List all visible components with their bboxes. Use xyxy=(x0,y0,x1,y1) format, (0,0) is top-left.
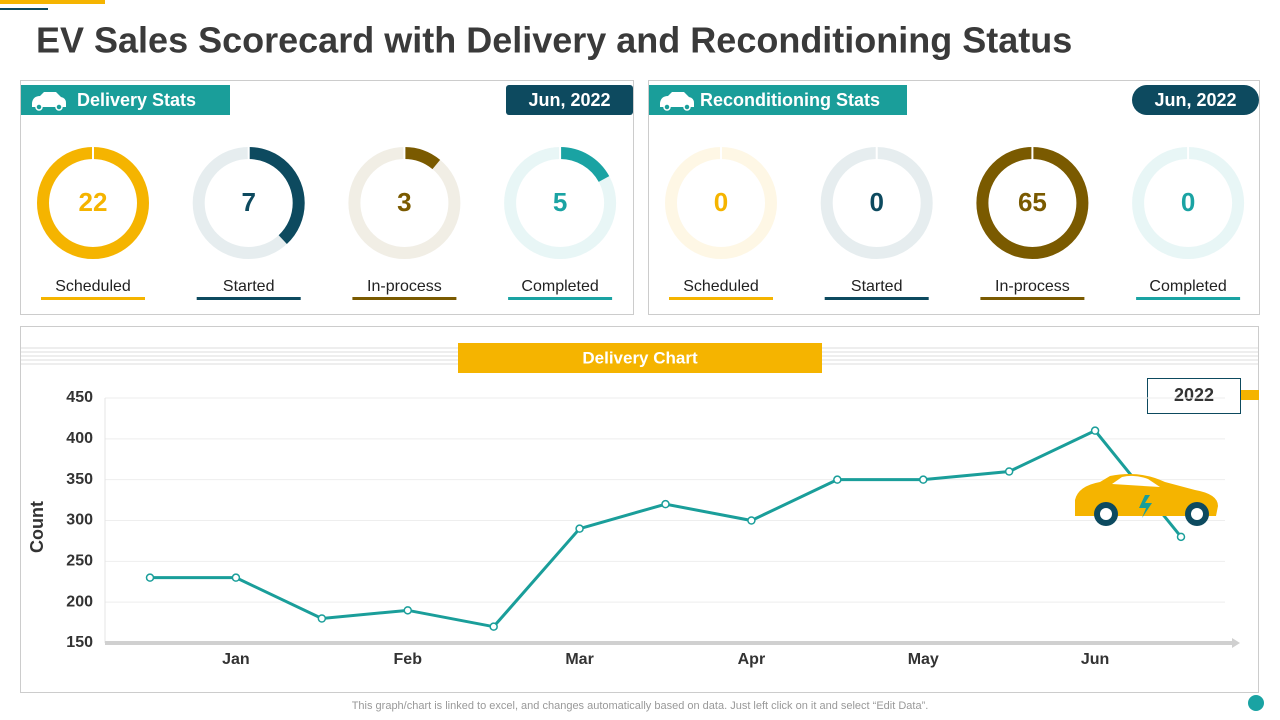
accent-line xyxy=(0,8,48,10)
stat-label: Completed xyxy=(521,278,598,295)
data-point xyxy=(833,475,842,484)
y-tick-label: 300 xyxy=(66,512,93,529)
stat-underline xyxy=(352,297,457,300)
footer-note: This graph/chart is linked to excel, and… xyxy=(352,700,929,712)
panel-date: Jun, 2022 xyxy=(528,90,610,110)
y-tick-label: 200 xyxy=(66,593,93,610)
chart-title-bar xyxy=(458,343,822,373)
x-tick-label: Jun xyxy=(1081,651,1109,668)
x-tick-label: May xyxy=(908,651,939,668)
data-point xyxy=(575,524,584,533)
chart-title: Delivery Chart xyxy=(582,348,698,367)
legend-box xyxy=(1147,378,1241,414)
stat-value: 65 xyxy=(1018,187,1047,217)
legend-entry: 2022 xyxy=(1174,385,1214,405)
x-tick-label: Feb xyxy=(394,651,423,668)
stat-label: Scheduled xyxy=(55,278,131,295)
stat-value: 22 xyxy=(79,187,108,217)
stat-label: In-process xyxy=(995,278,1070,295)
data-point xyxy=(919,475,928,484)
data-point xyxy=(403,606,412,615)
stat-underline xyxy=(508,297,613,300)
data-point xyxy=(747,516,756,525)
stat-label: Scheduled xyxy=(683,278,759,295)
chart-panel xyxy=(20,326,1259,693)
corner-dot xyxy=(1248,695,1264,711)
stat-label: Started xyxy=(223,278,275,295)
accent-bar xyxy=(0,0,105,4)
stat-label: Started xyxy=(851,278,903,295)
data-point xyxy=(231,573,241,582)
y-tick-label: 450 xyxy=(66,389,93,406)
x-tick-label: Apr xyxy=(738,651,766,668)
stat-value: 7 xyxy=(241,187,255,217)
data-point xyxy=(317,614,327,623)
date-pill xyxy=(1132,85,1259,115)
stat-underline xyxy=(980,297,1085,300)
y-tick-label: 350 xyxy=(66,471,93,488)
data-point xyxy=(489,622,498,631)
stat-label: In-process xyxy=(367,278,442,295)
x-tick-label: Jan xyxy=(222,651,250,668)
y-tick-label: 250 xyxy=(66,553,93,570)
stat-value: 0 xyxy=(1181,187,1195,217)
legend-accent xyxy=(1240,390,1259,400)
y-axis-label: Count xyxy=(27,501,47,553)
car-icon xyxy=(660,92,694,111)
stat-value: 0 xyxy=(869,187,883,217)
data-point xyxy=(661,499,670,509)
car-illustration xyxy=(1075,474,1218,526)
stat-label: Completed xyxy=(1149,278,1226,295)
stats-panel xyxy=(20,80,634,315)
page-title: EV Sales Scorecard with Delivery and Rec… xyxy=(36,20,1072,61)
panel-heading: Reconditioning Stats xyxy=(700,90,880,110)
panel-date: Jun, 2022 xyxy=(1154,90,1236,110)
stat-value: 3 xyxy=(397,187,411,217)
data-point xyxy=(1004,467,1014,476)
data-point xyxy=(1176,532,1186,542)
stat-underline xyxy=(196,297,301,300)
x-tick-label: Mar xyxy=(565,651,593,668)
stat-underline xyxy=(41,297,145,300)
data-point xyxy=(1090,426,1100,435)
stats-panel xyxy=(648,80,1260,315)
stat-underline xyxy=(1136,297,1241,300)
stat-underline xyxy=(824,297,929,300)
stat-value: 5 xyxy=(553,187,567,217)
x-axis-arrow xyxy=(1232,638,1240,648)
panel-heading: Delivery Stats xyxy=(77,90,196,110)
y-tick-label: 400 xyxy=(66,430,93,447)
date-pill xyxy=(506,85,633,115)
y-tick-label: 150 xyxy=(66,634,93,651)
stat-underline xyxy=(669,297,773,300)
data-point xyxy=(145,573,155,582)
stat-value: 0 xyxy=(714,187,728,217)
car-icon xyxy=(32,92,66,111)
